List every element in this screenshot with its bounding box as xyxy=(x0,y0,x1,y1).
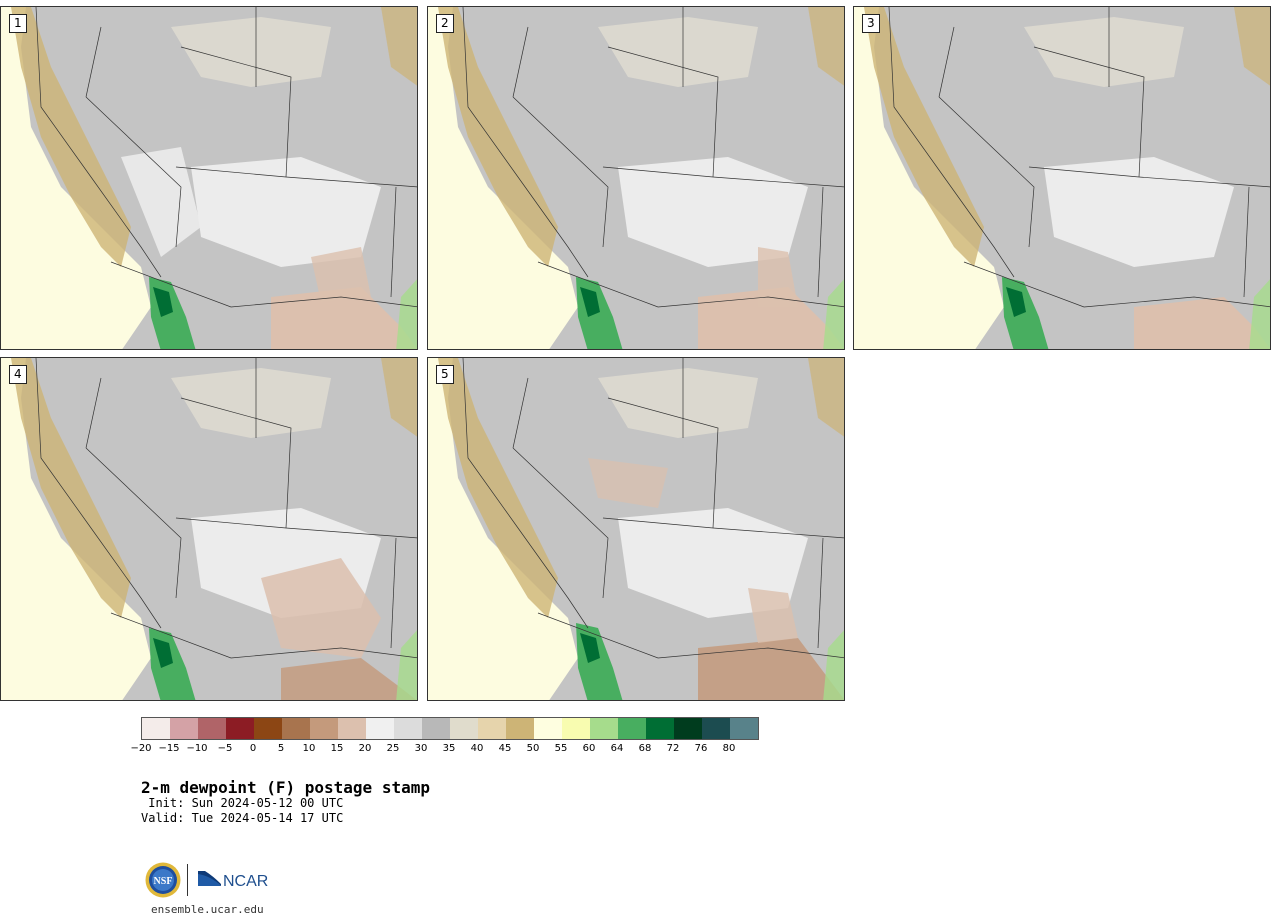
dewpoint-map xyxy=(854,7,1270,349)
colorbar-swatch xyxy=(478,718,506,739)
colorbar-tick-label: −10 xyxy=(186,743,208,754)
dewpoint-map xyxy=(1,7,417,349)
colorbar-tick-label: 30 xyxy=(414,743,428,754)
colorbar-tick-label: −15 xyxy=(158,743,180,754)
dewpoint-map xyxy=(428,358,844,700)
colorbar-swatch xyxy=(170,718,198,739)
colorbar-tick-label: 35 xyxy=(442,743,456,754)
colorbar-tick-label: 72 xyxy=(666,743,680,754)
colorbar-tick-label: 15 xyxy=(330,743,344,754)
colorbar-swatch xyxy=(226,718,254,739)
colorbar-swatch xyxy=(730,718,758,739)
nsf-logo: NSF xyxy=(145,862,181,898)
colorbar-tick-label: 5 xyxy=(277,743,285,754)
colorbar-tick-label: 80 xyxy=(722,743,736,754)
colorbar-tick-label: 45 xyxy=(498,743,512,754)
panel-label: 2 xyxy=(436,14,454,33)
plot-title: 2-m dewpoint (F) postage stamp xyxy=(141,778,430,797)
colorbar-tick-label: 50 xyxy=(526,743,540,754)
colorbar-swatch xyxy=(142,718,170,739)
colorbar-tick-label: 25 xyxy=(386,743,400,754)
colorbar-swatch xyxy=(338,718,366,739)
colorbar-tick-label: −20 xyxy=(130,743,152,754)
colorbar-tick-label: 0 xyxy=(249,743,257,754)
map-panel-4: 4 xyxy=(0,357,418,701)
map-panel-5: 5 xyxy=(427,357,845,701)
map-panel-1: 1 xyxy=(0,6,418,350)
colorbar-swatch xyxy=(450,718,478,739)
init-time: Init: Sun 2024-05-12 00 UTC xyxy=(141,796,344,810)
colorbar-swatch xyxy=(534,718,562,739)
valid-time: Valid: Tue 2024-05-14 17 UTC xyxy=(141,811,344,825)
colorbar-swatch xyxy=(422,718,450,739)
colorbar xyxy=(141,717,759,740)
logo-divider xyxy=(187,864,188,896)
colorbar-swatch xyxy=(646,718,674,739)
map-panel-3: 3 xyxy=(853,6,1271,350)
panel-label: 4 xyxy=(9,365,27,384)
colorbar-swatch xyxy=(282,718,310,739)
colorbar-tick-label: 20 xyxy=(358,743,372,754)
dewpoint-map xyxy=(428,7,844,349)
panel-label: 5 xyxy=(436,365,454,384)
colorbar-tick-label: −5 xyxy=(217,743,233,754)
site-url: ensemble.ucar.edu xyxy=(151,903,264,916)
ncar-logo: NCAR xyxy=(197,870,268,890)
nsf-logo-text: NSF xyxy=(154,876,173,887)
colorbar-swatch xyxy=(366,718,394,739)
colorbar-tick-label: 68 xyxy=(638,743,652,754)
colorbar-swatch xyxy=(674,718,702,739)
colorbar-tick-label: 76 xyxy=(694,743,708,754)
colorbar-swatch xyxy=(310,718,338,739)
colorbar-tick-label: 40 xyxy=(470,743,484,754)
colorbar-swatch xyxy=(618,718,646,739)
colorbar-tick-label: 10 xyxy=(302,743,316,754)
colorbar-tick-label: 64 xyxy=(610,743,624,754)
panel-label: 1 xyxy=(9,14,27,33)
colorbar-swatch xyxy=(254,718,282,739)
colorbar-swatch xyxy=(702,718,730,739)
colorbar-swatch xyxy=(590,718,618,739)
colorbar-swatch xyxy=(198,718,226,739)
dewpoint-map xyxy=(1,358,417,700)
colorbar-swatch xyxy=(394,718,422,739)
map-panel-2: 2 xyxy=(427,6,845,350)
colorbar-tick-label: 55 xyxy=(554,743,568,754)
panel-label: 3 xyxy=(862,14,880,33)
colorbar-ticks: −20 −15 −10 −5 0 5 10 15 20 25 30 35 40 45 50 55 60 64 68 7… xyxy=(130,743,757,757)
colorbar-swatch xyxy=(562,718,590,739)
ncar-logo-text: NCAR xyxy=(223,873,268,890)
colorbar-swatch xyxy=(506,718,534,739)
colorbar-tick-label: 60 xyxy=(582,743,596,754)
